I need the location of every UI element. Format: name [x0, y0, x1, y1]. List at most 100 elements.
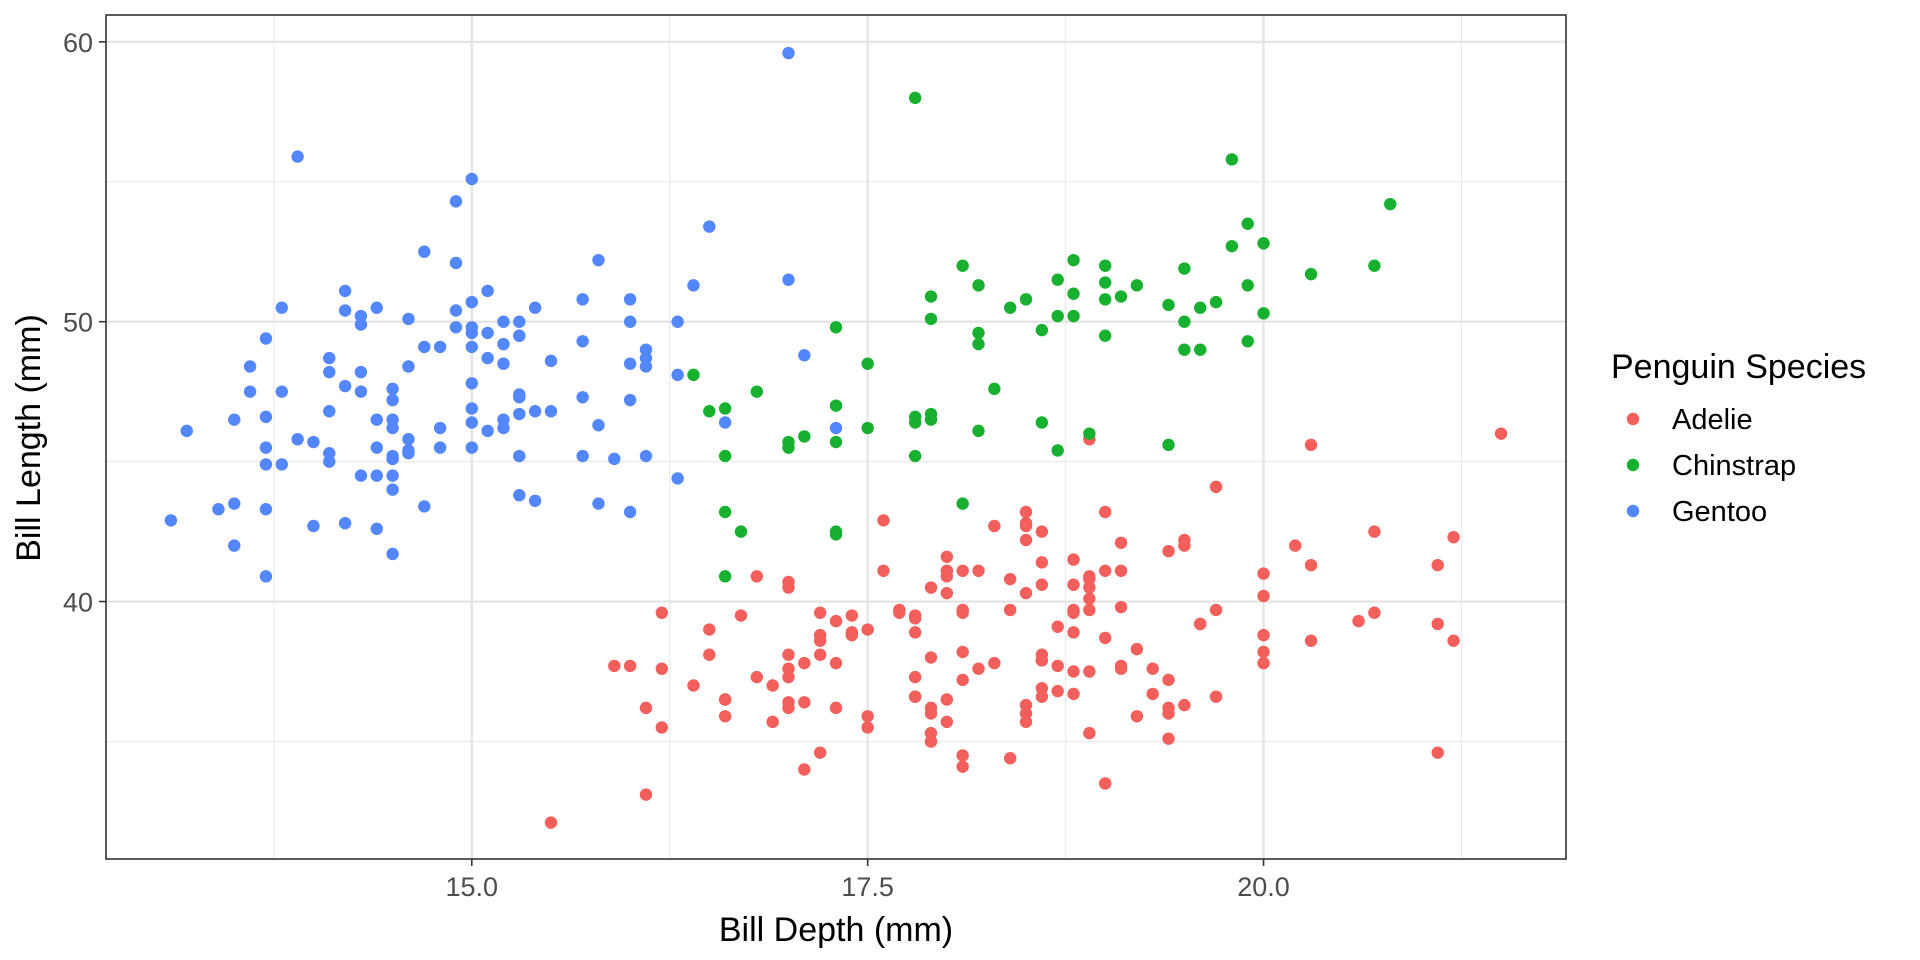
- legend-label: Adelie: [1672, 404, 1753, 436]
- data-point: [639, 351, 653, 365]
- data-point: [972, 326, 985, 340]
- data-point: [956, 259, 969, 272]
- data-point: [1257, 307, 1270, 320]
- data-point: [782, 435, 795, 449]
- data-point: [671, 368, 684, 382]
- data-point: [750, 570, 764, 583]
- data-point: [1257, 628, 1270, 642]
- data-point: [402, 433, 415, 446]
- data-point: [354, 365, 368, 379]
- axis-ticks: [99, 41, 1265, 866]
- panel-border: [105, 14, 1567, 860]
- data-point: [1225, 153, 1239, 166]
- data-point: [513, 329, 526, 342]
- data-point: [924, 581, 938, 594]
- data-point: [988, 656, 1001, 670]
- data-point: [703, 405, 716, 418]
- data-point: [1067, 309, 1080, 323]
- data-point: [1431, 746, 1444, 759]
- data-point: [354, 318, 368, 331]
- data-point: [687, 368, 700, 382]
- data-point: [988, 382, 1001, 396]
- data-point: [1067, 578, 1080, 591]
- data-point: [671, 472, 684, 485]
- data-point: [1098, 259, 1112, 272]
- data-point: [924, 726, 938, 740]
- data-point: [592, 497, 605, 510]
- data-point: [1019, 505, 1033, 519]
- data-point: [1083, 603, 1096, 617]
- data-point: [228, 497, 241, 510]
- data-point: [703, 623, 716, 636]
- data-point: [1257, 237, 1270, 250]
- data-point: [212, 502, 225, 516]
- data-point: [1114, 600, 1128, 614]
- data-point: [1067, 687, 1080, 701]
- data-point: [829, 701, 843, 715]
- data-point: [972, 564, 985, 577]
- data-point: [908, 626, 922, 639]
- data-point: [513, 315, 526, 328]
- data-point: [1067, 665, 1080, 678]
- legend-key-icon: [1626, 412, 1640, 426]
- data-point: [623, 505, 637, 519]
- data-point: [465, 172, 478, 186]
- data-point: [782, 701, 795, 715]
- data-point: [259, 410, 273, 424]
- data-point: [1035, 556, 1049, 569]
- data-point: [972, 279, 985, 292]
- data-point: [956, 760, 969, 773]
- data-point: [813, 648, 827, 661]
- data-point: [829, 421, 843, 435]
- data-point: [1098, 329, 1112, 342]
- data-point: [718, 710, 732, 723]
- data-point: [718, 416, 732, 429]
- data-point: [1368, 606, 1381, 619]
- data-point: [370, 469, 383, 482]
- data-point: [1209, 480, 1223, 494]
- data-point: [418, 340, 431, 354]
- legend-item-chinstrap: Chinstrap: [1626, 450, 1796, 482]
- data-point: [433, 340, 447, 354]
- data-point: [1431, 558, 1444, 572]
- data-point: [323, 351, 336, 365]
- data-point: [718, 505, 732, 519]
- data-point: [1035, 525, 1049, 538]
- data-point: [1225, 239, 1239, 253]
- data-point: [481, 326, 494, 340]
- data-point: [449, 304, 463, 317]
- data-point: [1083, 592, 1096, 605]
- data-point: [1494, 427, 1508, 440]
- data-point: [1352, 614, 1365, 628]
- data-point: [782, 46, 795, 60]
- legend-label: Gentoo: [1672, 496, 1767, 528]
- data-point: [386, 382, 399, 396]
- data-point: [798, 763, 811, 776]
- data-point: [386, 547, 399, 561]
- data-point: [1083, 572, 1096, 586]
- data-point: [782, 273, 795, 286]
- data-point: [940, 693, 954, 706]
- data-point: [1178, 315, 1191, 328]
- data-point: [433, 421, 447, 435]
- data-point: [528, 494, 542, 508]
- data-point: [1051, 620, 1064, 633]
- data-point: [1194, 617, 1207, 631]
- data-point: [924, 312, 938, 326]
- data-point: [924, 407, 938, 421]
- data-point: [940, 586, 954, 600]
- data-point: [623, 659, 637, 673]
- data-point: [386, 449, 399, 463]
- data-point: [766, 679, 779, 692]
- data-point: [1178, 698, 1191, 712]
- legend-label: Chinstrap: [1672, 450, 1796, 482]
- data-point: [370, 522, 383, 535]
- x-tick-labels: 15.0 17.5 20.0: [446, 872, 1290, 902]
- data-point: [608, 452, 621, 466]
- data-point: [1098, 276, 1112, 289]
- data-point: [940, 550, 954, 563]
- data-point: [465, 377, 478, 390]
- x-tick-label: 17.5: [841, 872, 894, 902]
- data-point: [449, 321, 463, 334]
- data-points: [164, 46, 1508, 829]
